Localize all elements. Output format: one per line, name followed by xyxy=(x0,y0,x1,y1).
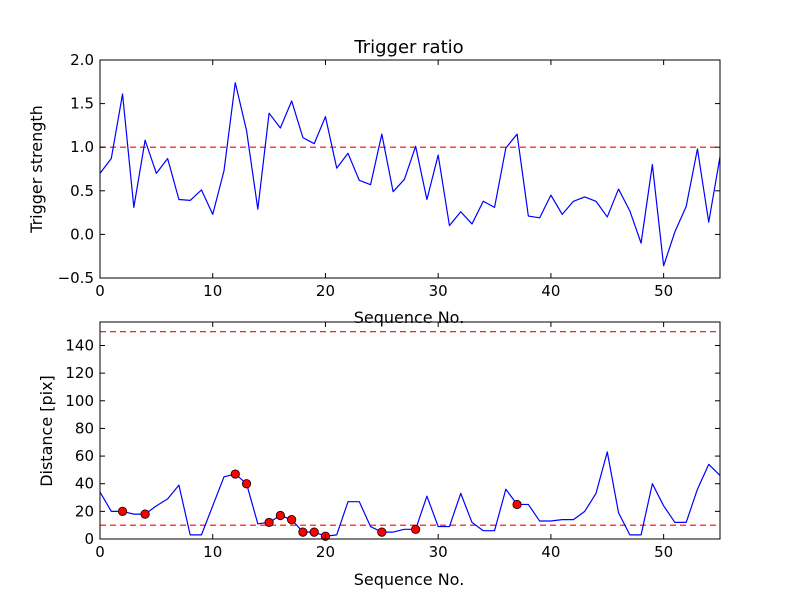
x-tick-label: 30 xyxy=(429,543,448,561)
distance-series-line xyxy=(99,451,721,537)
chart-title: Trigger ratio xyxy=(353,37,463,58)
y-tick-label: 0.0 xyxy=(70,225,94,243)
flagged-point xyxy=(140,509,150,519)
x-tick-label: 40 xyxy=(541,282,560,300)
y-tick-label: 120 xyxy=(65,364,94,382)
flagged-point xyxy=(287,515,297,525)
y-tick-label: 0 xyxy=(84,530,94,548)
x-axis-label: Sequence No. xyxy=(354,570,465,589)
x-axis-label: Sequence No. xyxy=(354,308,465,327)
trigger-axes-frame xyxy=(99,59,721,279)
distance-plot-area: 0 10 20 30 40 50 0 20 40 60 80 100 120 140 xyxy=(65,321,721,561)
x-tick-label: 10 xyxy=(203,282,222,300)
y-tick-label: 2.0 xyxy=(70,51,94,69)
y-tick-label: 80 xyxy=(75,419,94,437)
y-tick-label: 60 xyxy=(75,447,94,465)
trigger-ratio-chart: Trigger ratio 0 10 20 30 40 50 −0.5 0.0 0.5 1.0 1.… xyxy=(27,37,721,327)
flagged-point xyxy=(377,527,387,537)
flagged-point xyxy=(241,479,252,489)
x-tick-label: 0 xyxy=(95,282,105,300)
y-axis-label: Trigger strength xyxy=(27,105,46,234)
y-tick-label: −0.5 xyxy=(58,269,94,287)
x-tick-label: 50 xyxy=(654,282,673,300)
x-tick-label: 20 xyxy=(316,543,335,561)
x-tick-label: 40 xyxy=(541,543,560,561)
trigger-plot-area: 0 10 20 30 40 50 −0.5 0.0 0.5 1.0 1.5 2.0 xyxy=(58,51,721,300)
y-tick-label: 1.5 xyxy=(70,95,94,113)
flagged-point xyxy=(117,506,128,516)
trigger-series-line xyxy=(99,82,721,267)
y-tick-label: 100 xyxy=(65,392,94,410)
y-tick-label: 140 xyxy=(65,336,94,354)
y-tick-label: 0.5 xyxy=(70,182,94,200)
y-tick-label: 20 xyxy=(75,502,94,520)
distance-axes-frame xyxy=(99,321,721,540)
flagged-point xyxy=(512,499,522,510)
y-tick-label: 1.0 xyxy=(70,138,94,156)
x-tick-label: 10 xyxy=(203,543,222,561)
flagged-point xyxy=(411,524,421,534)
flagged-point xyxy=(264,517,274,528)
y-tick-label: 40 xyxy=(75,475,94,493)
x-tick-label: 0 xyxy=(95,543,105,561)
flagged-point xyxy=(298,527,308,537)
flagged-point xyxy=(309,527,319,537)
distance-chart: 0 10 20 30 40 50 0 20 40 60 80 100 120 140 Sequence N… xyxy=(37,321,721,589)
flagged-point xyxy=(275,510,285,521)
x-tick-label: 20 xyxy=(316,282,335,300)
x-tick-label: 50 xyxy=(654,543,673,561)
x-tick-label: 30 xyxy=(429,282,448,300)
flagged-point xyxy=(230,469,240,479)
y-axis-label: Distance [pix] xyxy=(37,375,56,487)
